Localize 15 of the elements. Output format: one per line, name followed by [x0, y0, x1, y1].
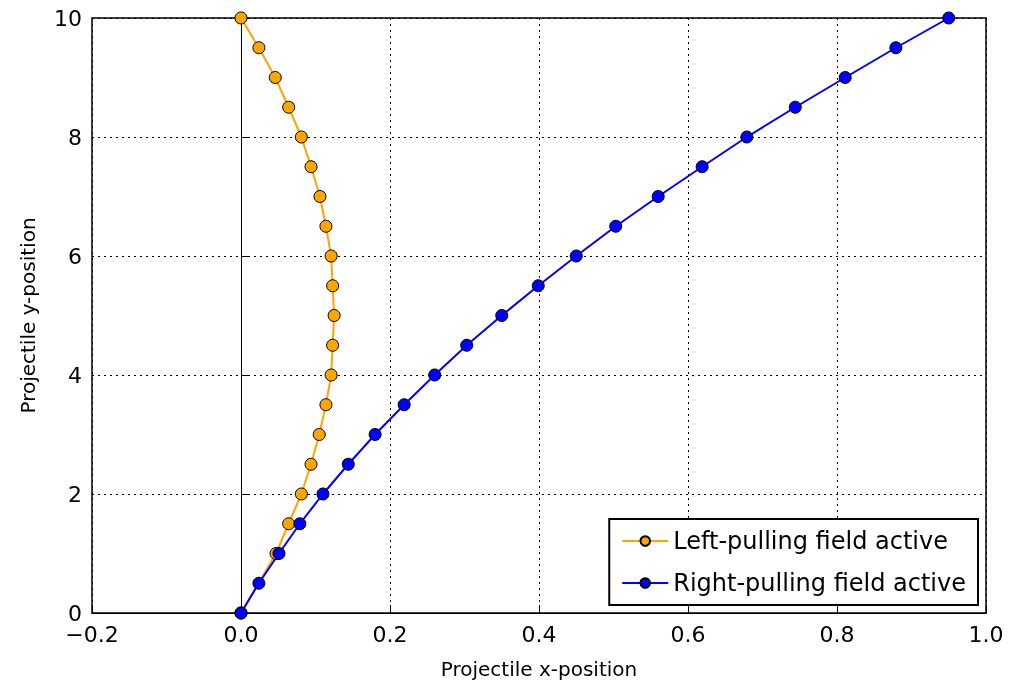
x-tick-label: 0.6	[670, 621, 706, 647]
y-tick-label: 6	[68, 243, 82, 269]
y-tick-label: 8	[68, 124, 82, 150]
x-tick-label: 0.8	[819, 621, 855, 647]
y-axis-title: Projectile y-position	[16, 217, 40, 414]
y-tick-label: 10	[54, 5, 82, 31]
x-tick-label: 1.0	[968, 621, 1004, 647]
x-tick-label: 0.0	[223, 621, 259, 647]
x-axis-title: Projectile x-position	[440, 657, 638, 681]
x-tick-label: 0.4	[521, 621, 557, 647]
x-tick-label: 0.2	[372, 621, 408, 647]
legend-label: Right-pulling field active	[673, 569, 966, 597]
legend-label: Left-pulling field active	[673, 527, 948, 555]
y-tick-label: 4	[68, 362, 82, 388]
y-tick-label: 2	[68, 481, 82, 507]
